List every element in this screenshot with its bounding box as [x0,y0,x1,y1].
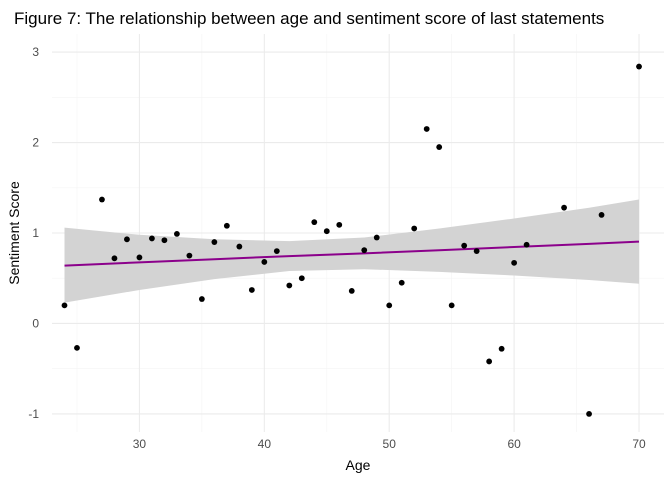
y-tick-label: 3 [32,45,39,59]
data-point [448,302,455,309]
chart-title: Figure 7: The relationship between age a… [14,9,604,28]
data-point [586,411,592,417]
y-tick-label: 0 [32,316,39,330]
data-point [161,237,168,244]
x-axis-title: Age [346,457,371,473]
y-axis-tick-labels: -1 0 1 2 3 [28,45,39,421]
data-point [186,252,193,259]
data-point [523,241,530,248]
data-point [436,144,443,150]
x-tick-label: 70 [632,437,646,451]
data-point [236,243,243,250]
x-tick-label: 50 [383,437,397,451]
data-point [386,302,393,309]
data-point [61,302,68,309]
data-point [136,254,143,261]
y-tick-label: 2 [32,136,39,150]
data-point [498,345,505,352]
data-point [336,221,343,228]
confidence-band-layer [64,199,639,303]
data-point [598,212,605,218]
data-point [636,63,642,70]
data-point [323,228,330,235]
data-point [511,259,518,266]
y-tick-label: 1 [32,226,39,240]
y-tick-label: -1 [28,407,39,421]
x-tick-label: 30 [133,437,147,451]
data-point [223,222,230,229]
x-axis-tick-labels: 30 40 50 60 70 [133,437,646,451]
data-point [398,279,405,286]
data-point [198,296,205,302]
data-point [373,234,380,241]
data-point [473,248,480,254]
data-point [461,242,468,249]
data-point [149,235,155,242]
x-tick-label: 60 [507,437,521,451]
x-tick-label: 40 [258,437,272,451]
data-points [61,63,642,417]
data-point [261,259,268,265]
trend-line-layer [64,240,640,267]
y-axis-title: Sentiment Score [6,181,22,285]
data-point [348,287,355,294]
data-point [248,287,255,293]
trend-line [64,240,640,267]
data-point [211,239,218,245]
confidence-band [64,199,639,303]
data-point [173,231,180,237]
data-point [99,196,105,203]
data-point [311,219,318,226]
data-point [361,247,368,254]
data-point [423,126,430,132]
data-point [561,204,567,211]
data-point [74,344,80,351]
data-point [411,225,418,232]
data-point [111,255,118,262]
data-point [298,275,305,282]
data-point [486,358,493,365]
data-point [273,248,280,254]
data-point [124,236,130,243]
data-point [286,282,293,289]
